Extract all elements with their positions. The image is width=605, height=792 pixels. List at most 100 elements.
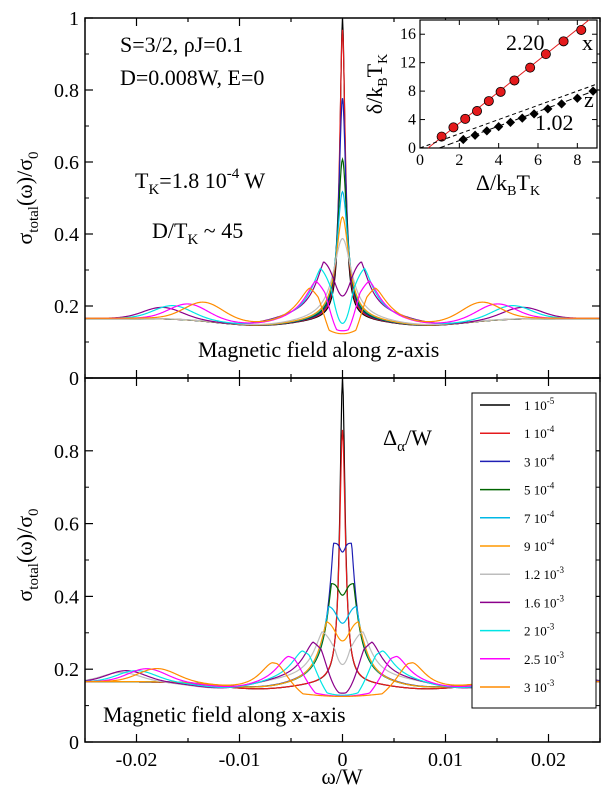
inset-series-x: x (582, 30, 593, 55)
inset-point-x-7 (525, 62, 536, 73)
inset-point-z-8 (556, 99, 567, 109)
legend-box (471, 392, 597, 709)
inset-point-x-9 (558, 36, 569, 47)
bottom-ylabel-sub2: 0 (26, 508, 42, 516)
ytick-label-1: 0.2 (54, 659, 79, 681)
inset-point-x-0 (436, 131, 447, 142)
inset-xlabel-pre: Δ/k (476, 170, 507, 195)
legend-label-exp-4: -4 (547, 509, 555, 519)
legend-label-10: 3 10-3 (524, 678, 555, 695)
bottom-xlabel: ω/W (321, 764, 363, 789)
xtick-label-4: 0.02 (531, 749, 566, 771)
dtk-post: ~ 45 (198, 218, 243, 243)
inset-point-z-6 (529, 109, 539, 119)
inset-point-x-3 (472, 106, 483, 117)
ytick-label-1: 0.2 (54, 296, 79, 318)
tk-mid: =1.8 10 (159, 168, 226, 193)
legend-label-exp-8: -3 (547, 622, 555, 632)
legend-label-4: 7 10-4 (524, 509, 555, 526)
legend-items: 1 10-51 10-43 10-45 10-47 10-49 10-41.2 … (480, 396, 564, 695)
top-ylabel-main: σ (12, 233, 37, 245)
bottom-ylabel-sub1: total (26, 563, 42, 590)
delta-main: Δ (383, 425, 397, 450)
xtick-label-1: -0.01 (219, 749, 261, 771)
ytick-label-3: 0.6 (54, 514, 79, 536)
bottom-xticks: -0.02 -0.01 0 0.01 0.02 (84, 378, 601, 771)
series-line-top-6 (85, 237, 600, 326)
legend-label-exp-6: -3 (557, 565, 565, 575)
legend-label-6: 1.2 10-3 (524, 565, 564, 582)
xtick-label-0: -0.02 (116, 749, 158, 771)
ytick-label-0: 0 (69, 368, 79, 390)
inset-point-z-0 (458, 134, 468, 145)
delta-label: Δα/W (383, 425, 432, 455)
series-line-top-8 (85, 267, 600, 325)
inset-ylabel-pre: δ/k (362, 87, 387, 114)
legend-label-9: 2.5 10-3 (524, 650, 564, 667)
legend-label-base-0: 1 10 (524, 398, 547, 413)
tk-pre: T (135, 168, 149, 193)
inset-ref-line-1 (419, 83, 598, 149)
inset-xtick-label-4: 8 (573, 152, 581, 169)
legend-label-base-5: 9 10 (524, 539, 547, 554)
legend-label-base-1: 1 10 (524, 426, 547, 441)
param-text-1: S=3/2, ρJ=0.1 (120, 32, 243, 57)
legend-label-3: 5 10-4 (524, 481, 555, 498)
delta-sub: α (397, 439, 405, 455)
legend-label-1: 1 10-4 (524, 424, 555, 441)
inset-ytick-label-3: 12 (400, 55, 416, 72)
legend-label-8: 2 10-3 (524, 622, 555, 639)
inset-xlabel-sub2: K (530, 184, 540, 199)
legend-label-base-2: 3 10 (524, 454, 547, 469)
ytick-label-4: 0.8 (54, 80, 79, 102)
ytick-label-4: 0.8 (54, 441, 79, 463)
param-text-2: D=0.008W, E=0 (120, 65, 264, 90)
inset-point-x-2 (460, 113, 471, 124)
legend-label-exp-7: -3 (557, 593, 565, 603)
inset-series-z: z (584, 87, 594, 112)
inset-point-x-10 (576, 24, 587, 35)
legend-label-0: 1 10-5 (524, 396, 555, 413)
inset-xlabel-mid: T (517, 170, 531, 195)
legend-label-base-8: 2 10 (524, 624, 547, 639)
inset-point-x-8 (540, 49, 551, 60)
inset-point-x-6 (509, 75, 520, 86)
ytick-label-2: 0.4 (54, 586, 79, 608)
bottom-ylabel-mid: (ω)/σ (12, 516, 37, 563)
inset-point-z-7 (543, 104, 553, 114)
inset-ylabel-sub1: B (376, 77, 391, 86)
inset-slope-z: 1.02 (535, 110, 574, 135)
top-ylabel-sub2: 0 (26, 151, 42, 159)
series-line-top-10 (85, 287, 600, 335)
legend-label-exp-3: -4 (547, 481, 555, 491)
inset-ytick-label-1: 4 (408, 112, 416, 129)
dtk-pre: D/T (152, 218, 188, 243)
legend-label-exp-5: -4 (547, 537, 555, 547)
inset-slope-x: 2.20 (506, 30, 545, 55)
bottom-field-label: Magnetic field along x-axis (103, 702, 346, 727)
legend-label-exp-10: -3 (547, 678, 555, 688)
inset-point-z-1 (470, 130, 480, 140)
top-panel: 0 0.2 0.4 0.6 0.8 1 S=3/2, ρJ=0.1 D=0.008W, E… (12, 8, 601, 390)
ytick-label-0: 0 (69, 732, 79, 754)
inset-xlabel: Δ/kBTK (476, 170, 540, 199)
legend-label-7: 1.6 10-3 (524, 593, 564, 610)
legend-label-2: 3 10-4 (524, 452, 555, 469)
xtick-label-2: 0 (338, 749, 348, 771)
series-line-top-9 (85, 280, 600, 332)
legend-label-base-6: 1.2 10 (524, 567, 557, 582)
inset-ytick-label-0: 0 (408, 140, 416, 157)
inset-ylabel-sub2: K (376, 54, 391, 64)
dtk-sub: K (187, 232, 198, 248)
legend-label-exp-1: -4 (547, 424, 555, 434)
dtk-label: D/TK ~ 45 (152, 218, 243, 248)
legend-label-exp-2: -4 (547, 452, 555, 462)
inset-xtick-label-1: 2 (455, 152, 463, 169)
ytick-label-2: 0.4 (54, 224, 79, 246)
inset-point-x-5 (495, 86, 506, 97)
ytick-label-5: 1 (69, 8, 79, 30)
ytick-label-3: 0.6 (54, 152, 79, 174)
top-yticks: 0 0.2 0.4 0.6 0.8 1 (54, 8, 600, 390)
legend-label-base-10: 3 10 (524, 680, 547, 695)
